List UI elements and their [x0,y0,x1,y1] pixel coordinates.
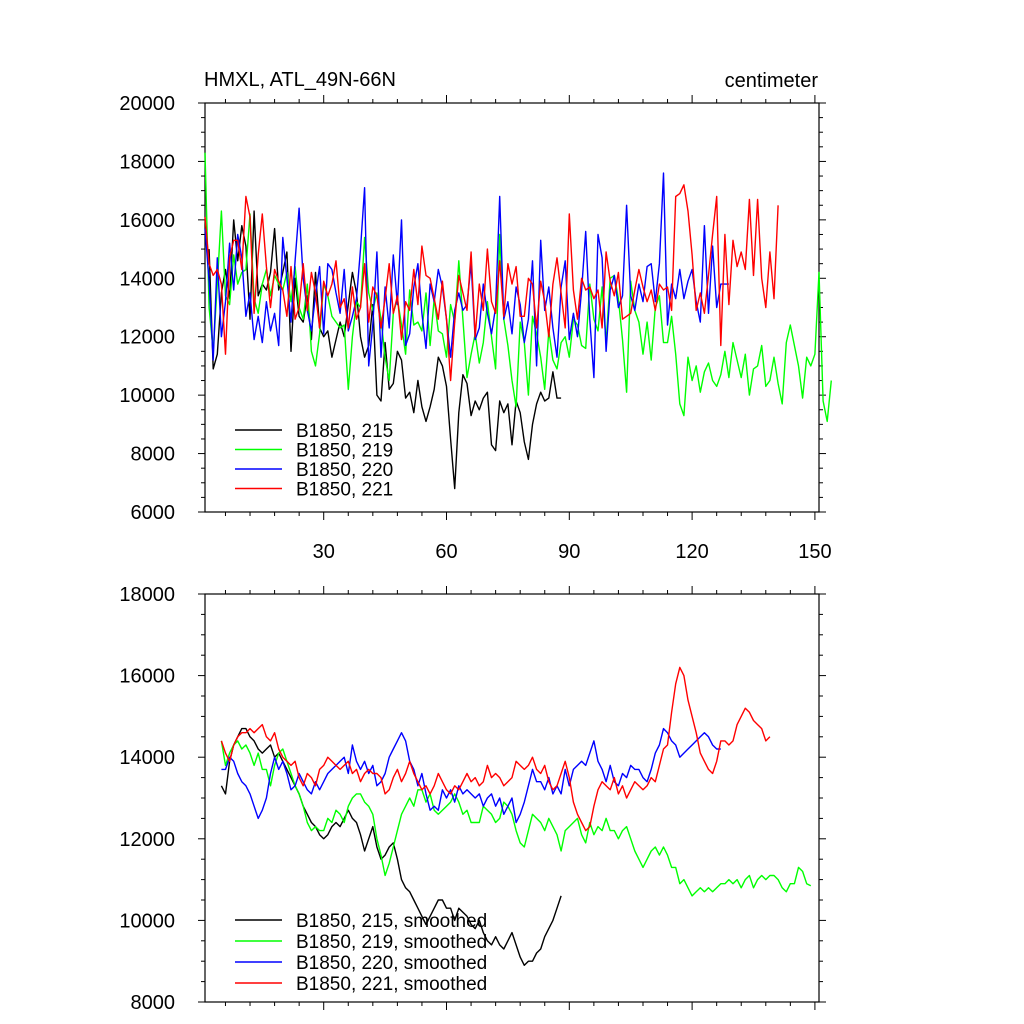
units-label: centimeter [725,70,819,92]
bottom-y-tick-label: 14000 [119,747,175,769]
bottom-legend-label-4: B1850, 221, smoothed [296,974,487,995]
top-y-tick-label: 20000 [119,93,175,115]
bottom-panel: 8000 10000 12000 14000 16000 18000 B1850, 215,… [119,584,826,1014]
top-x-tick-label: 60 [435,541,457,563]
top-y-tick-label: 6000 [131,502,176,524]
top-y-tick-label: 12000 [119,327,175,349]
top-x-tick-label: 150 [798,541,831,563]
bottom-series-line-3 [221,727,721,824]
top-x-tick-label: 90 [558,541,580,563]
bottom-y-tick-label: 16000 [119,666,175,688]
top-legend-label-4: B1850, 221 [296,480,393,501]
bottom-y-tick-label: 18000 [119,584,175,606]
bottom-series-line-2 [220,740,812,897]
top-x-tick-label: 120 [675,541,708,563]
bottom-legend-label-1: B1850, 215, smoothed [296,911,487,932]
bottom-legend-label-2: B1850, 219, smoothed [296,932,487,953]
bottom-y-tick-label: 10000 [119,910,175,932]
top-y-tick-label: 10000 [119,385,175,407]
top-legend-label-1: B1850, 215 [296,421,393,442]
top-y-tick-label: 8000 [131,444,176,466]
top-legend-label-3: B1850, 220 [296,460,393,481]
top-series-line-4 [204,184,779,382]
top-legend-label-2: B1850, 219 [296,441,393,462]
top-y-tick-label: 18000 [119,151,175,173]
top-x-tick-label: 30 [313,541,335,563]
bottom-legend-label-3: B1850, 220, smoothed [296,953,487,974]
bottom-y-tick-label: 8000 [131,992,176,1014]
bottom-series-line-4 [220,666,771,832]
top-y-tick-label: 16000 [119,210,175,232]
top-y-tick-label: 14000 [119,268,175,290]
chart-title: HMXL, ATL_49N-66N [204,69,396,91]
bottom-y-tick-label: 12000 [119,829,175,851]
top-panel: HMXL, ATL_49N-66N centimeter 6000 8000 100… [119,69,832,563]
